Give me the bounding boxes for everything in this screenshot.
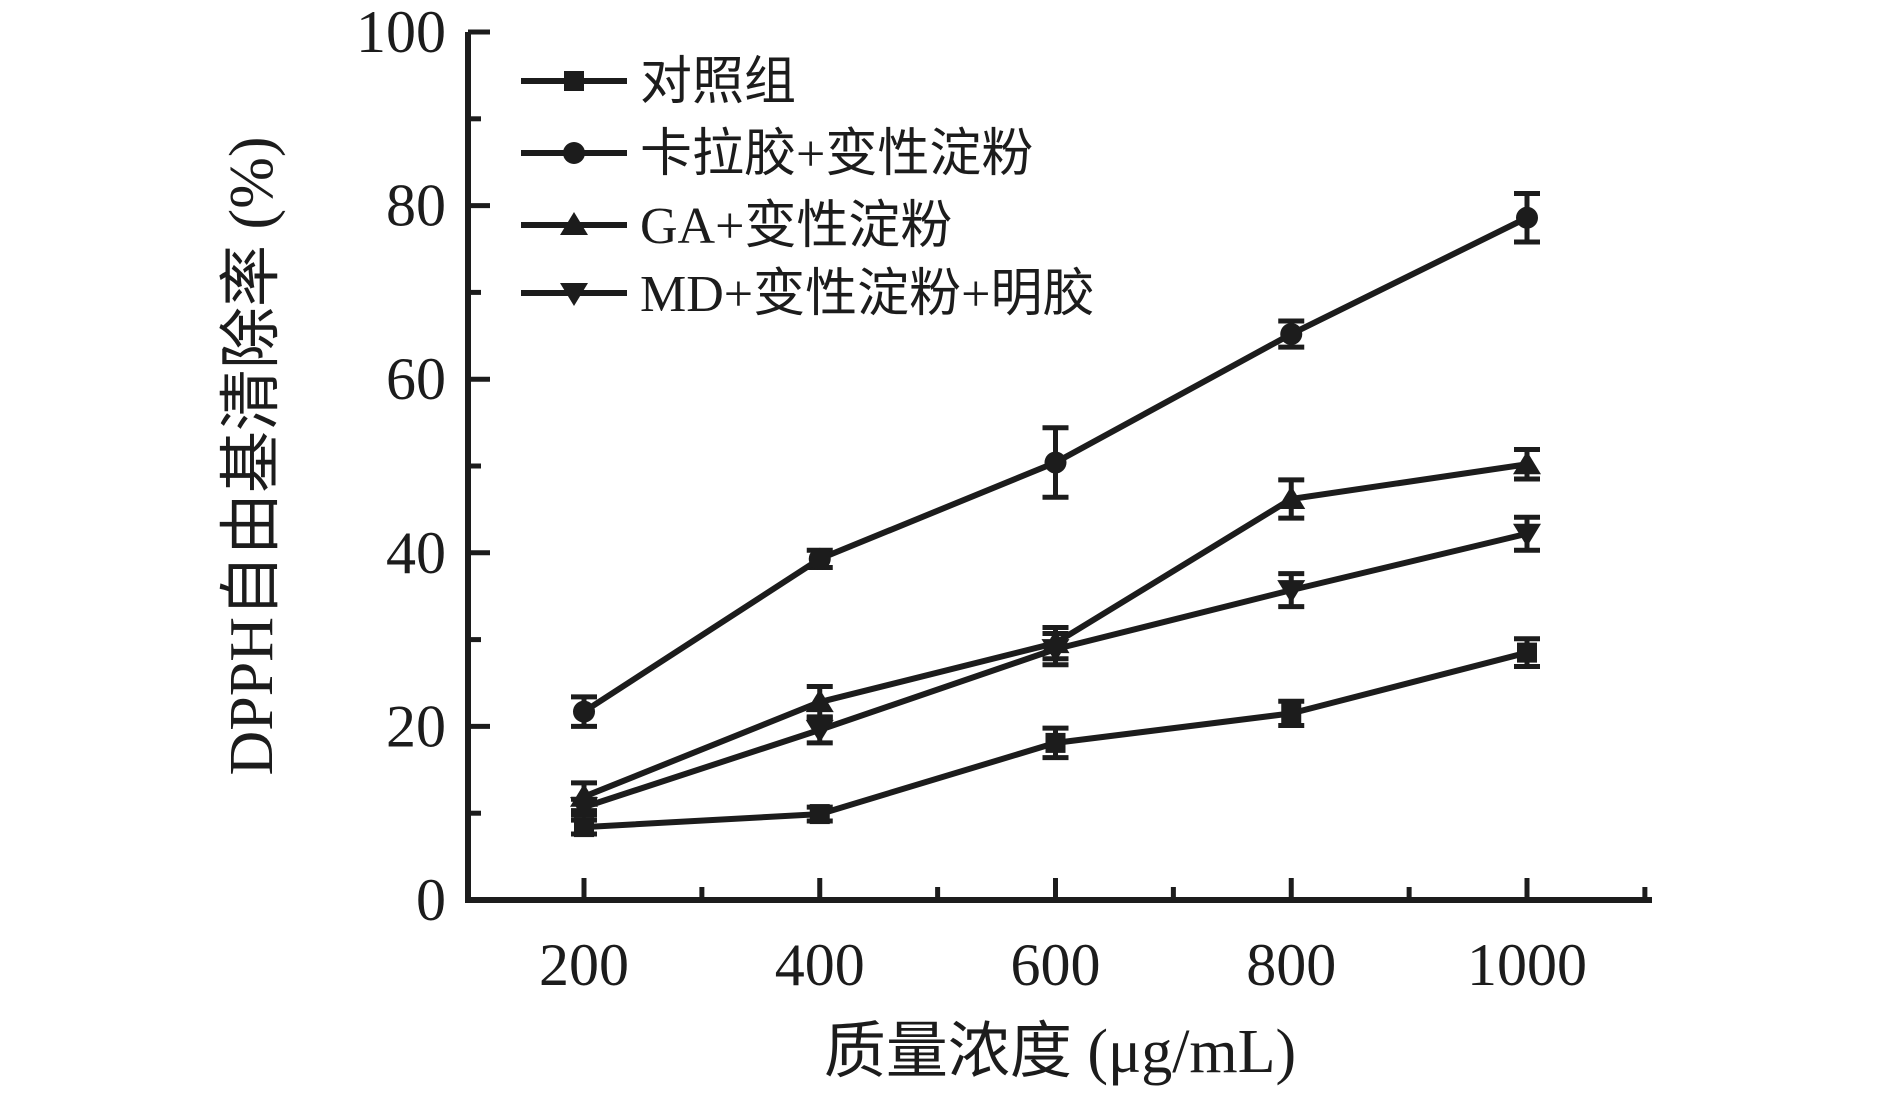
data-marker [1277, 580, 1306, 604]
data-marker [1513, 451, 1541, 475]
data-marker [1045, 732, 1066, 753]
data-series [570, 190, 1541, 838]
data-marker [1513, 523, 1541, 547]
y-tick-label: 60 [386, 346, 446, 412]
legend-marker-square [564, 71, 584, 91]
data-marker [574, 817, 594, 838]
legend-label: MD+变性淀粉+明胶 [640, 266, 1094, 323]
data-marker [570, 797, 598, 821]
legend-marker-circle [563, 142, 585, 164]
axes: 0 20 40 60 80 100 200 400 600 800 1000 [356, 0, 1652, 998]
legend-item: 对照组 [521, 54, 796, 111]
data-marker [1281, 703, 1302, 724]
data-marker [1041, 639, 1070, 663]
data-marker [809, 804, 830, 825]
x-tick-label: 800 [1246, 932, 1336, 998]
legend-marker-triangle-down [560, 283, 588, 306]
data-marker [1280, 323, 1303, 346]
x-tick-label: 1000 [1467, 932, 1587, 998]
data-marker [805, 689, 834, 713]
legend-item: MD+变性淀粉+明胶 [521, 266, 1094, 323]
legend-marker-triangle-up [560, 212, 588, 235]
y-tick-label: 40 [386, 520, 446, 586]
x-tick-label: 600 [1011, 932, 1101, 998]
y-tick-label: 20 [386, 693, 446, 759]
y-tick-label: 0 [416, 867, 446, 933]
data-marker [805, 719, 834, 743]
series-triangle-down [570, 514, 1541, 821]
data-marker [1044, 451, 1067, 474]
legend-item: 卡拉胶+变性淀粉 [521, 126, 1033, 183]
x-tick-label: 200 [539, 932, 629, 998]
data-marker [1516, 206, 1538, 229]
legend-label: 对照组 [640, 54, 796, 111]
x-axis-title: 质量浓度 (μg/mL) [824, 1018, 1296, 1086]
legend-label: 卡拉胶+变性淀粉 [640, 126, 1033, 183]
data-marker [808, 547, 831, 570]
data-marker [1277, 485, 1306, 509]
data-marker [573, 700, 595, 723]
x-tick-label: 400 [775, 932, 865, 998]
legend-item: GA+变性淀粉 [521, 198, 952, 255]
y-axis-title: DPPH自由基清除率 (%) [218, 137, 286, 776]
y-tick-label: 100 [356, 0, 446, 65]
series-line [583, 530, 1528, 810]
y-tick-label: 80 [386, 173, 446, 239]
data-marker [1517, 642, 1537, 663]
legend-label: GA+变性淀粉 [640, 198, 952, 255]
series-circle [571, 190, 1540, 729]
series-square [571, 636, 1540, 838]
